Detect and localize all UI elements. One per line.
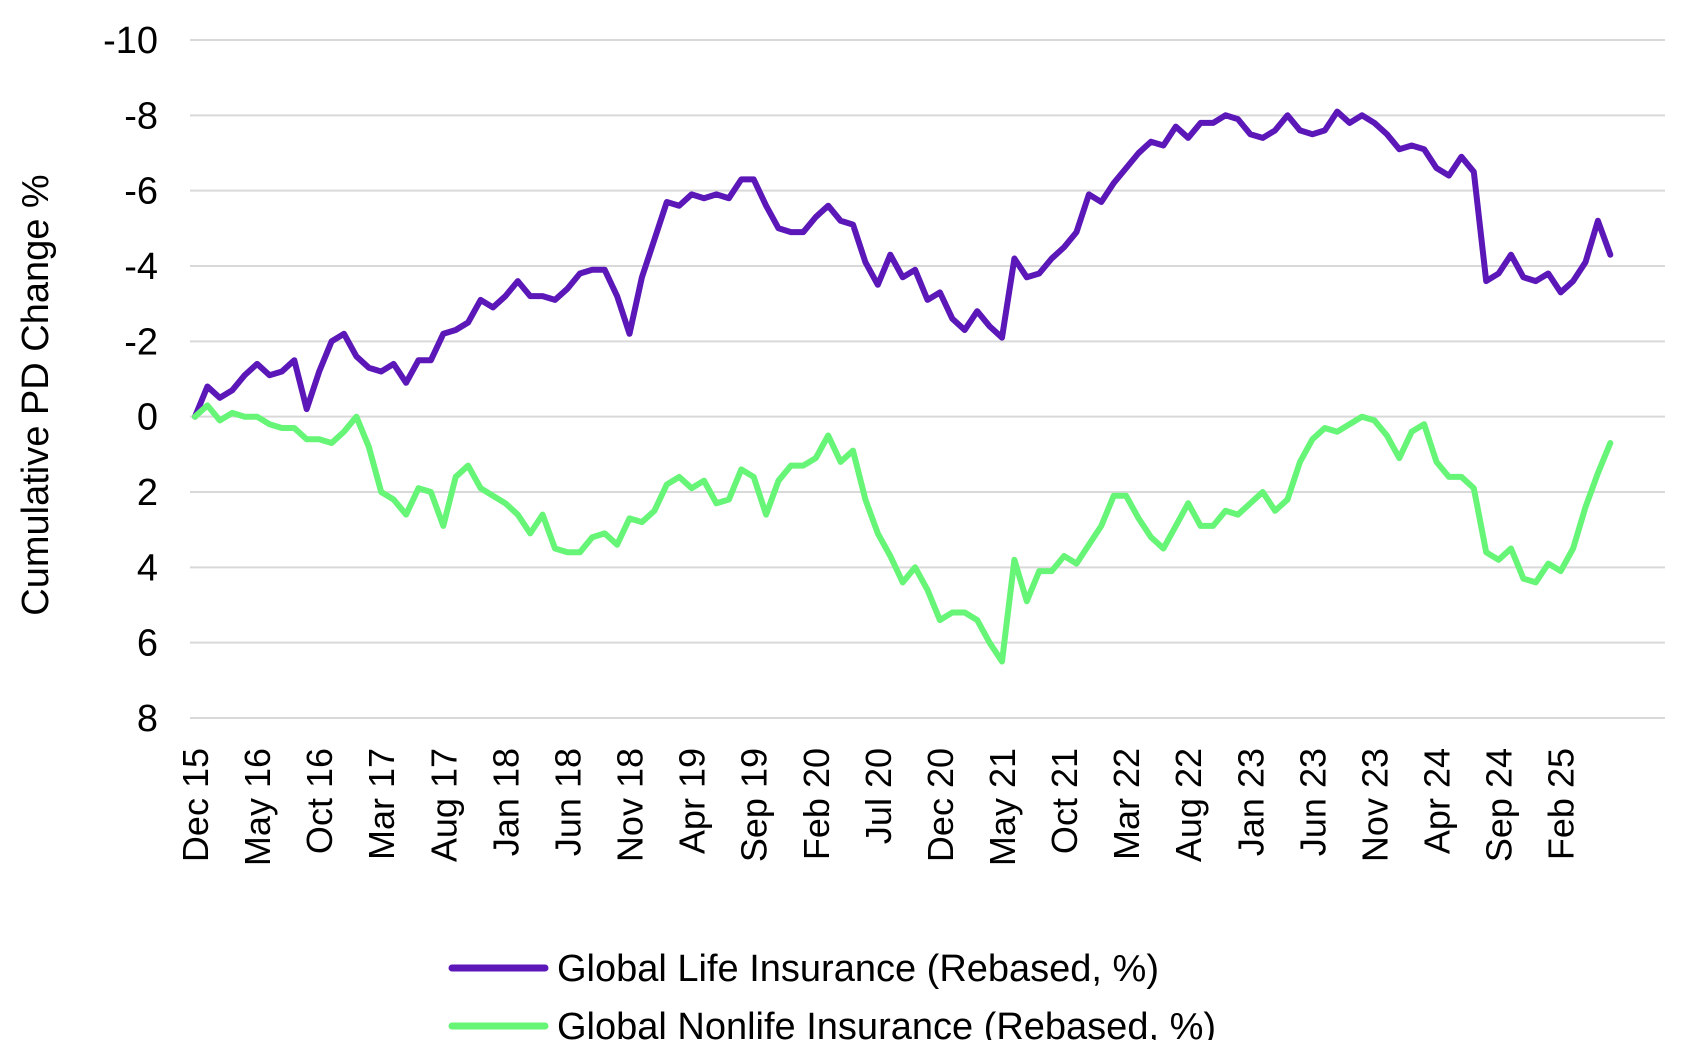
- x-tick-label: Feb 20: [796, 748, 837, 860]
- y-tick-label: -8: [124, 95, 158, 137]
- x-tick-label: Jan 23: [1230, 748, 1271, 856]
- y-tick-label: 8: [137, 698, 158, 740]
- legend-label-nonlife: Global Nonlife Insurance (Rebased, %): [557, 1006, 1216, 1040]
- x-tick-label: Jan 18: [485, 748, 526, 856]
- x-tick-label: Apr 24: [1417, 748, 1458, 854]
- x-tick-label: Jun 23: [1292, 748, 1333, 856]
- x-tick-label: Dec 15: [175, 748, 216, 862]
- x-tick-label: May 16: [237, 748, 278, 866]
- y-tick-label: 0: [137, 397, 158, 439]
- y-tick-label: 4: [137, 547, 158, 589]
- series-line-life: [192, 108, 1614, 420]
- legend: Global Life Insurance (Rebased, %) Global…: [448, 948, 1216, 1040]
- series-lines: [192, 108, 1614, 665]
- x-tick-label: Jul 20: [858, 748, 899, 844]
- x-tick-label: Nov 18: [610, 748, 651, 862]
- y-tick-label: -4: [124, 246, 158, 288]
- x-tick-label: Oct 21: [1044, 748, 1085, 854]
- y-tick-label: -10: [103, 20, 158, 62]
- y-axis-ticks: -10 -8 -6 -4 -2 0 2 4 6 8: [103, 20, 158, 740]
- y-tick-label: 6: [137, 623, 158, 665]
- x-tick-label: Sep 19: [734, 748, 775, 862]
- x-tick-label: Feb 25: [1541, 748, 1582, 860]
- x-tick-label: Apr 19: [672, 748, 713, 854]
- legend-label-life: Global Life Insurance (Rebased, %): [557, 948, 1159, 990]
- x-tick-label: Sep 24: [1479, 748, 1520, 862]
- x-tick-label: Jun 18: [547, 748, 588, 856]
- x-tick-label: Aug 22: [1168, 748, 1209, 862]
- x-axis-ticks: Dec 15 May 16 Oct 16 Mar 17 Aug 17 Jan 18 Jun …: [175, 748, 1582, 866]
- x-tick-label: Mar 22: [1106, 748, 1147, 860]
- x-tick-label: Aug 17: [423, 748, 464, 862]
- x-tick-label: May 21: [982, 748, 1023, 866]
- series-line-nonlife: [192, 402, 1614, 665]
- gridlines: [190, 39, 1665, 719]
- y-tick-label: -2: [124, 321, 158, 363]
- x-tick-label: Nov 23: [1354, 748, 1395, 862]
- x-tick-label: Oct 16: [299, 748, 340, 854]
- x-tick-label: Mar 17: [361, 748, 402, 860]
- y-axis-label: Cumulative PD Change %: [15, 174, 57, 615]
- x-tick-label: Dec 20: [920, 748, 961, 862]
- y-tick-label: -6: [124, 171, 158, 213]
- y-tick-label: 2: [137, 472, 158, 514]
